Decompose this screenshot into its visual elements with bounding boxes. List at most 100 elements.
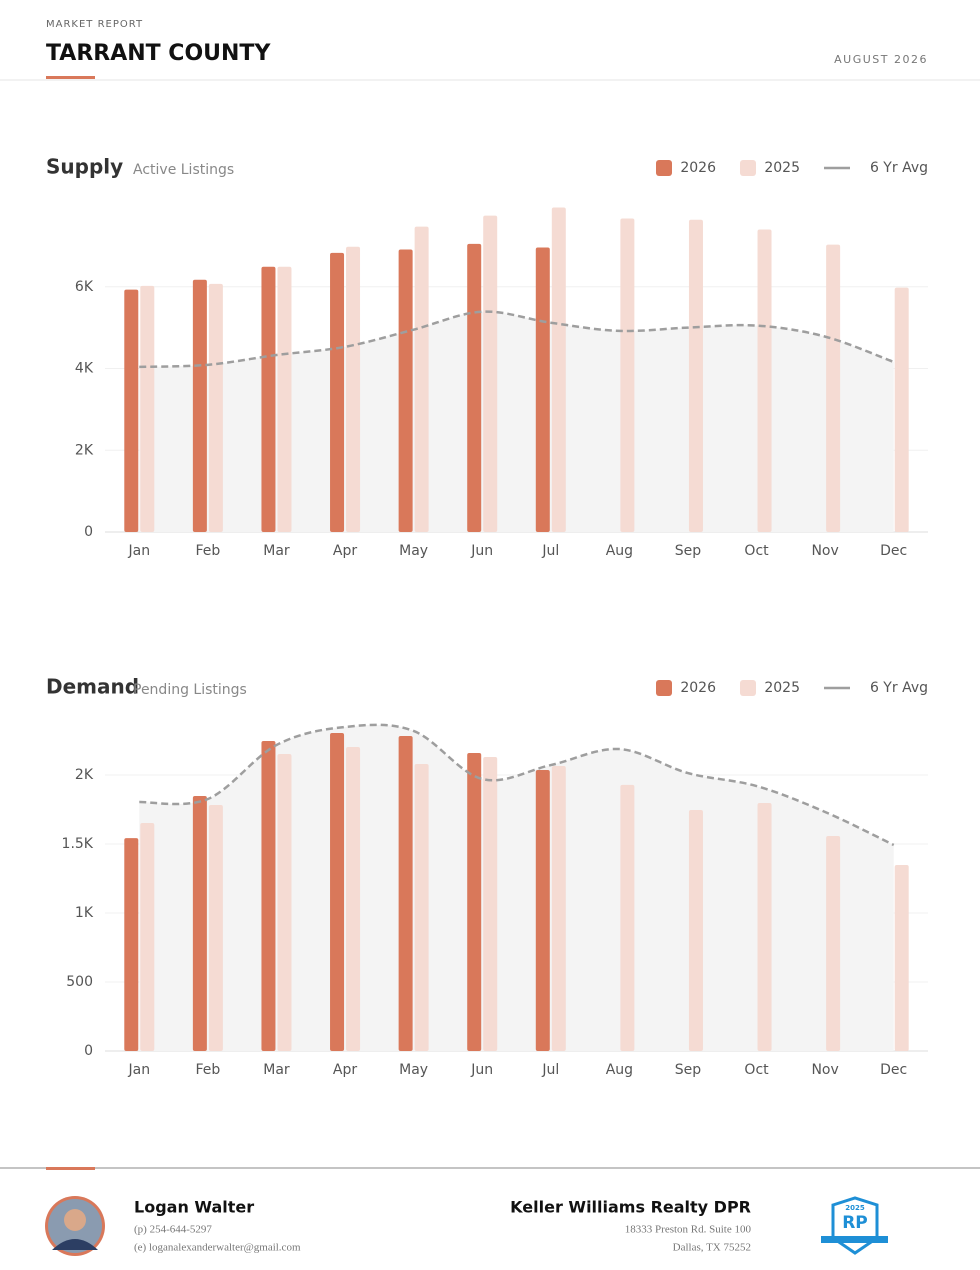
x-tick-label: Sep bbox=[675, 1062, 702, 1078]
bar bbox=[261, 741, 276, 1051]
chart-title: Supply bbox=[46, 155, 123, 179]
legend-key bbox=[656, 680, 672, 696]
bar bbox=[483, 757, 498, 1051]
address: 18333 Preston Rd. Suite 100 bbox=[625, 1224, 752, 1236]
bar bbox=[192, 795, 207, 1051]
x-tick-label: May bbox=[399, 1062, 428, 1078]
bar bbox=[757, 229, 772, 532]
phone: (p) 254-644-5297 bbox=[134, 1224, 212, 1236]
bar bbox=[688, 810, 703, 1051]
avatar-body bbox=[52, 1239, 98, 1250]
bar bbox=[414, 763, 429, 1051]
bar bbox=[140, 823, 155, 1051]
bar bbox=[467, 753, 482, 1051]
badge-mark: RP bbox=[842, 1213, 868, 1233]
bar bbox=[894, 864, 909, 1051]
x-tick-label: Mar bbox=[263, 1062, 290, 1078]
x-tick-label: Dec bbox=[880, 1062, 907, 1078]
bar bbox=[261, 266, 276, 532]
bar bbox=[535, 770, 550, 1051]
report-date: AUGUST 2026 bbox=[834, 53, 928, 66]
legend-label: 2026 bbox=[680, 160, 716, 176]
email: (e) loganalexanderwalter@gmail.com bbox=[134, 1242, 301, 1254]
bar bbox=[208, 804, 223, 1051]
x-tick-label: Sep bbox=[675, 543, 702, 559]
y-tick-label: 1.5K bbox=[62, 836, 94, 852]
avg-line bbox=[139, 723, 895, 847]
bar bbox=[757, 803, 772, 1051]
avg-line bbox=[139, 310, 895, 369]
bar bbox=[551, 207, 566, 532]
y-tick-label: 6K bbox=[75, 279, 94, 295]
y-tick-label: 500 bbox=[66, 974, 93, 990]
legend-label: 2025 bbox=[764, 680, 800, 696]
chart-subtitle: Pending Listings bbox=[133, 682, 247, 698]
bar bbox=[826, 244, 841, 532]
bar bbox=[124, 289, 139, 532]
bar bbox=[346, 746, 361, 1051]
bar bbox=[208, 283, 223, 532]
x-tick-label: Jun bbox=[470, 1062, 493, 1078]
bar bbox=[330, 733, 345, 1051]
x-tick-label: Mar bbox=[263, 543, 290, 559]
chart-subtitle: Active Listings bbox=[133, 162, 234, 178]
y-tick-label: 1K bbox=[75, 905, 94, 921]
kicker: MARKET REPORT bbox=[46, 19, 143, 30]
x-tick-label: Jan bbox=[127, 1062, 150, 1078]
bar bbox=[414, 226, 429, 532]
x-tick-label: Jul bbox=[541, 1062, 559, 1078]
x-tick-label: Jan bbox=[127, 543, 150, 559]
bar bbox=[346, 246, 361, 532]
agent-name: Logan Walter bbox=[134, 1198, 254, 1217]
legend-label: 2026 bbox=[680, 680, 716, 696]
avg-area bbox=[139, 724, 894, 1051]
avg-area bbox=[139, 311, 894, 532]
accent bbox=[46, 1167, 95, 1170]
bar bbox=[535, 247, 550, 532]
bar bbox=[620, 784, 635, 1051]
legend-label: 6 Yr Avg bbox=[870, 680, 928, 696]
x-tick-label: Aug bbox=[606, 543, 633, 559]
x-tick-label: Jun bbox=[470, 543, 493, 559]
y-tick-label: 2K bbox=[75, 442, 94, 458]
y-tick-label: 0 bbox=[84, 1043, 93, 1059]
x-tick-label: Apr bbox=[333, 543, 357, 559]
bar bbox=[124, 838, 139, 1051]
county-title: TARRANT COUNTY bbox=[46, 41, 271, 66]
bar bbox=[398, 735, 413, 1051]
legend-key bbox=[740, 680, 756, 696]
accent bbox=[46, 76, 95, 79]
bar bbox=[551, 766, 566, 1051]
bar bbox=[192, 279, 207, 532]
x-tick-label: Nov bbox=[811, 1062, 838, 1078]
bar bbox=[620, 218, 635, 532]
x-tick-label: Oct bbox=[744, 543, 769, 559]
bar bbox=[467, 243, 482, 533]
charts: Supply Active Listings 6 Yr Avg 2025 2026 0 2K… bbox=[46, 155, 928, 1078]
bar bbox=[688, 219, 703, 532]
y-tick-label: 0 bbox=[84, 524, 93, 540]
address: Dallas, TX 75252 bbox=[673, 1242, 751, 1254]
x-tick-label: Oct bbox=[744, 1062, 769, 1078]
bar bbox=[277, 266, 292, 532]
x-tick-label: May bbox=[399, 543, 428, 559]
legend-label: 2025 bbox=[764, 160, 800, 176]
chart-title: Demand bbox=[46, 675, 139, 699]
legend-key bbox=[740, 160, 756, 176]
company: Keller Williams Realty DPR bbox=[510, 1198, 751, 1217]
bar bbox=[140, 285, 155, 532]
x-tick-label: Aug bbox=[606, 1062, 633, 1078]
badge-ribbon bbox=[821, 1236, 888, 1243]
x-tick-label: Nov bbox=[811, 543, 838, 559]
bar bbox=[277, 754, 292, 1051]
bar bbox=[330, 252, 345, 533]
badge-year: 2025 bbox=[845, 1204, 865, 1212]
bar bbox=[398, 249, 413, 532]
x-tick-label: Feb bbox=[195, 1062, 220, 1078]
x-tick-label: Apr bbox=[333, 1062, 357, 1078]
y-tick-label: 2K bbox=[75, 767, 94, 783]
x-tick-label: Dec bbox=[880, 543, 907, 559]
x-tick-label: Feb bbox=[195, 543, 220, 559]
y-tick-label: 4K bbox=[75, 361, 94, 377]
